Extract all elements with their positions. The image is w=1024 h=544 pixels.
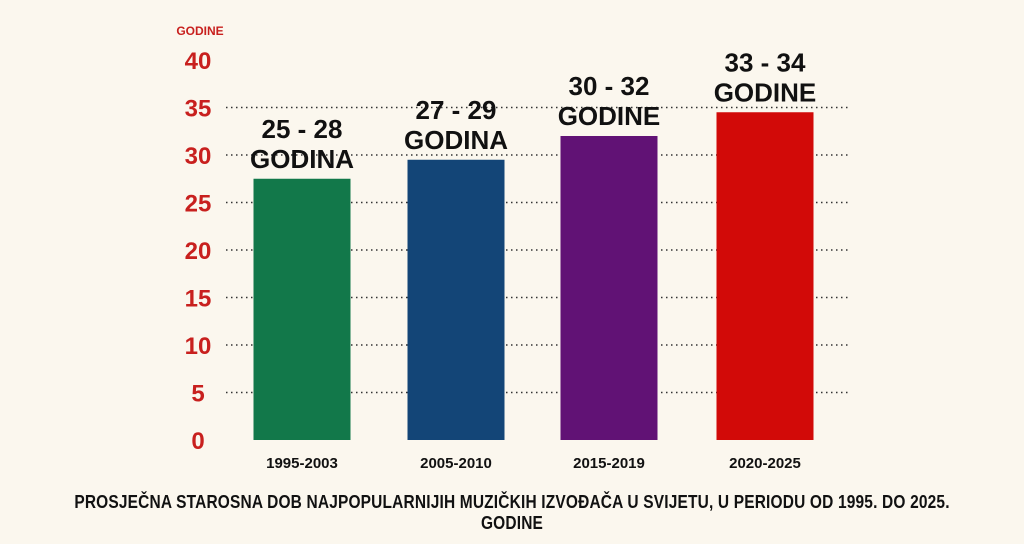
- chart-caption: PROSJEČNA STAROSNA DOB NAJPOPULARNIJIH M…: [74, 492, 950, 533]
- data-label-unit: GODINE: [714, 77, 817, 107]
- x-axis: 1995-2003 2005-2010 2015-2019 2020-2025: [266, 455, 801, 472]
- bars: [253, 112, 814, 440]
- data-label-unit: GODINE: [558, 101, 661, 131]
- bar-2015-2019: [560, 136, 658, 440]
- y-tick-label: 35: [185, 96, 212, 123]
- y-tick-label: 5: [191, 381, 204, 408]
- bar-1995-2003: [253, 178, 351, 440]
- y-tick-label: 10: [185, 333, 212, 360]
- y-tick-label: 15: [185, 286, 212, 313]
- y-tick-label: 25: [185, 191, 212, 218]
- x-tick-label: 2005-2010: [420, 455, 492, 472]
- grid-lines: [226, 106, 848, 394]
- y-tick-label: 30: [185, 143, 212, 170]
- bar-2005-2010: [407, 159, 505, 440]
- x-tick-label: 2020-2025: [729, 455, 801, 472]
- y-tick-label: 40: [185, 48, 212, 75]
- y-axis-label: GODINE: [176, 24, 223, 38]
- data-label-range: 30 - 32: [569, 71, 650, 101]
- x-tick-label: 2015-2019: [573, 455, 645, 472]
- data-label-unit: GODINA: [250, 144, 354, 174]
- data-label-range: 33 - 34: [725, 47, 806, 77]
- y-tick-label: 20: [185, 238, 212, 265]
- x-tick-label: 1995-2003: [266, 455, 338, 472]
- data-label-unit: GODINA: [404, 125, 508, 155]
- y-tick-label: 0: [191, 428, 204, 455]
- bar-2020-2025: [716, 112, 814, 440]
- y-axis: GODINE 0 5 10 15 20 25 30 35 40: [176, 24, 223, 455]
- data-label-range: 27 - 29: [416, 95, 497, 125]
- data-label-range: 25 - 28: [262, 114, 343, 144]
